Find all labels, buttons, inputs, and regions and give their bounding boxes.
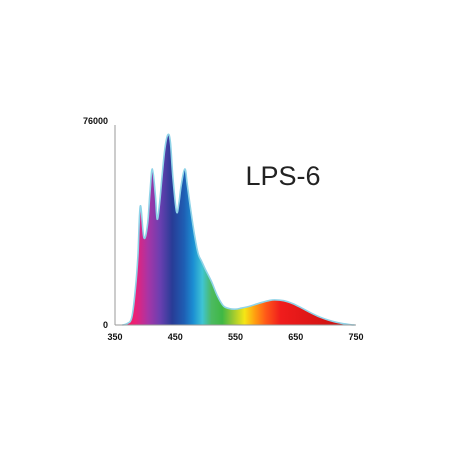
tick-layer: 350 450 550 650 750 0 76000: [83, 116, 364, 342]
x-tick-label: 750: [348, 332, 363, 342]
y-tick-label: 0: [103, 320, 108, 330]
area-layer: [122, 133, 355, 326]
y-tick-label: 76000: [83, 116, 108, 126]
chart-title: LPS-6: [245, 161, 320, 191]
axis-layer: [114, 125, 356, 326]
x-tick-label: 550: [228, 332, 243, 342]
spectrum-outline: [122, 133, 355, 326]
x-tick-label: 350: [107, 332, 122, 342]
x-tick-label: 650: [288, 332, 303, 342]
x-tick-label: 450: [168, 332, 183, 342]
spectrum-area: [122, 134, 355, 325]
